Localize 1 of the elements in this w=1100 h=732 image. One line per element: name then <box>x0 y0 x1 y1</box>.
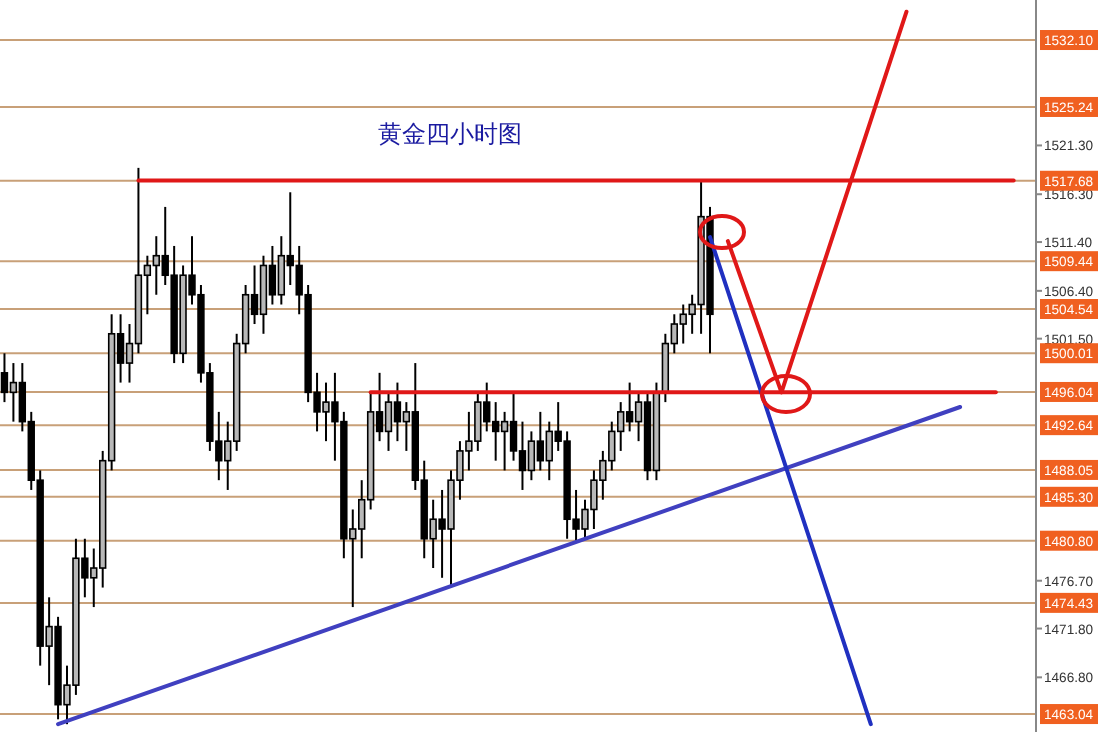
title: 黄金四小时图 <box>378 120 522 148</box>
